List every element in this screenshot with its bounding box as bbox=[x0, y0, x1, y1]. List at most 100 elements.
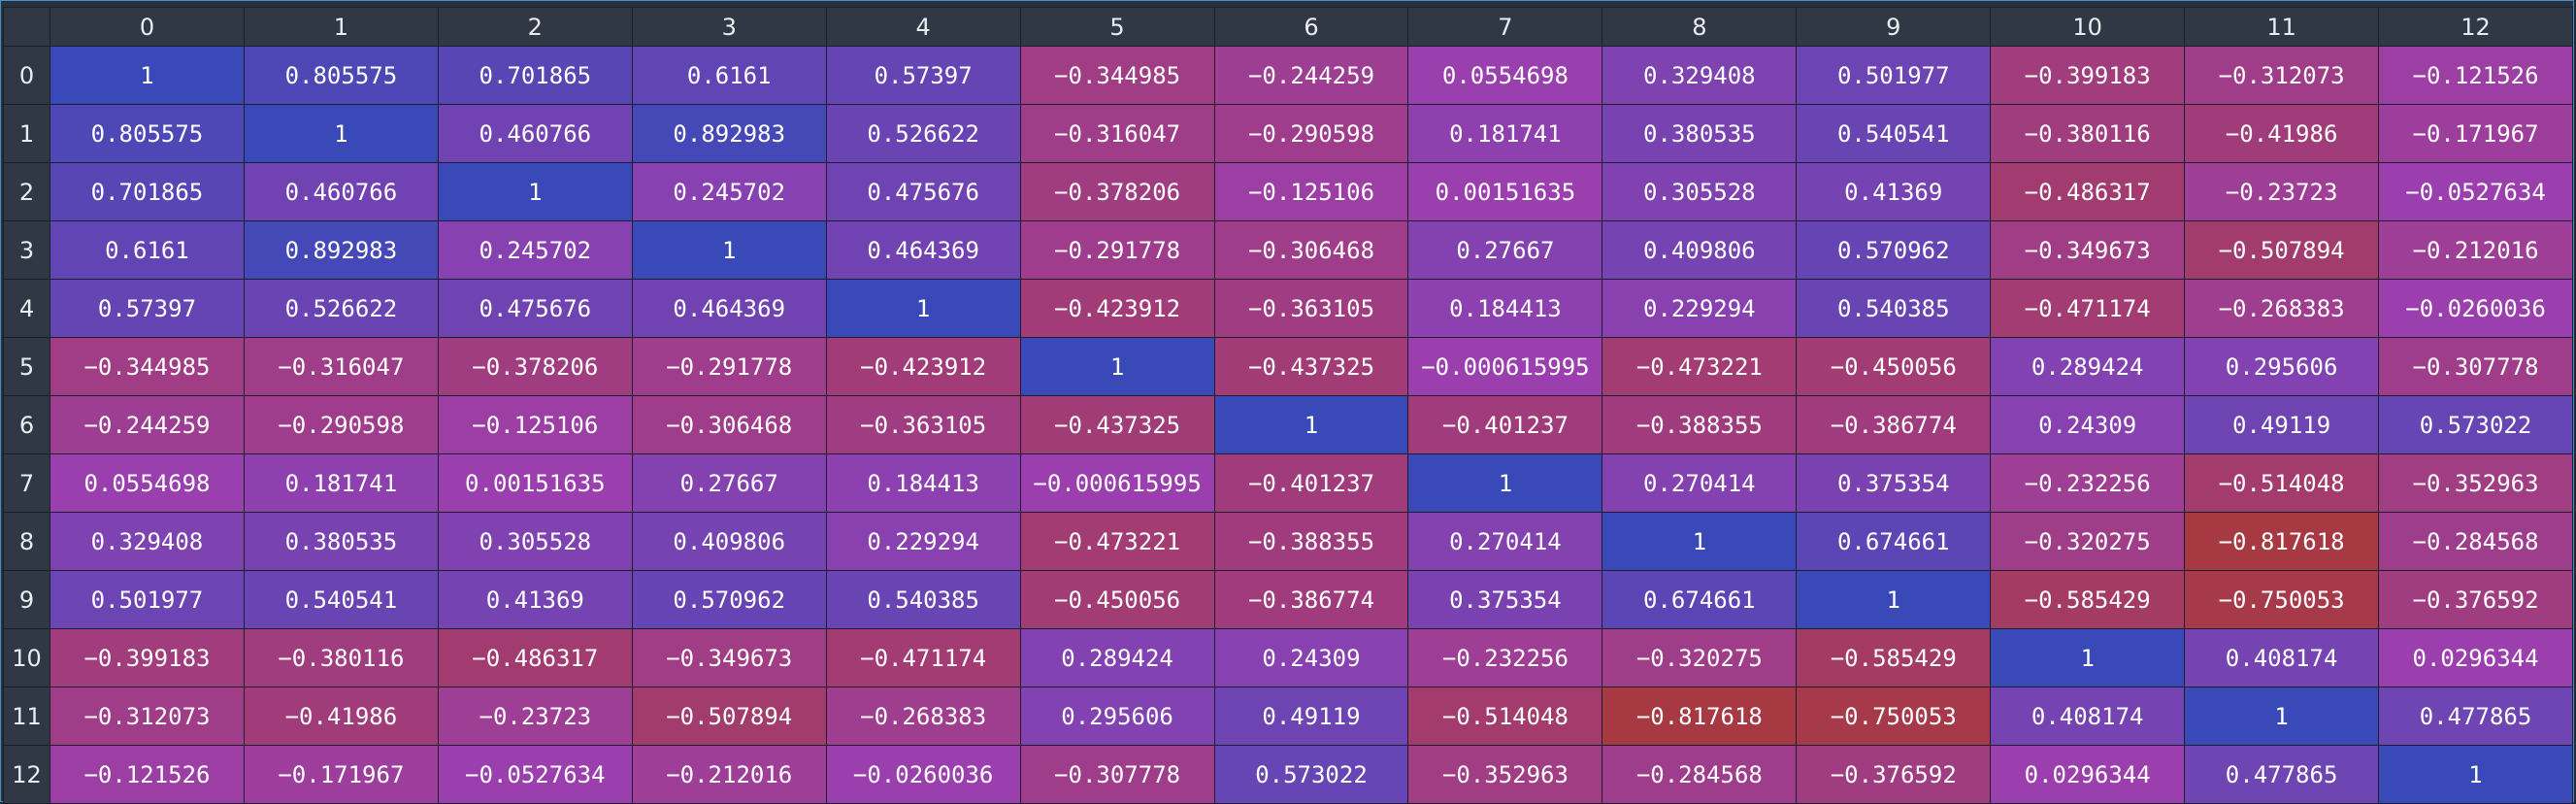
matrix-cell[interactable]: −0.401237 bbox=[1407, 395, 1603, 454]
matrix-cell[interactable]: 0.477865 bbox=[2184, 745, 2380, 804]
matrix-cell[interactable]: −0.473221 bbox=[1602, 337, 1798, 396]
matrix-cell[interactable]: −0.514048 bbox=[1407, 687, 1603, 746]
matrix-cell[interactable]: 1 bbox=[2378, 745, 2573, 804]
matrix-cell[interactable]: 0.464369 bbox=[631, 279, 827, 338]
matrix-cell[interactable]: −0.232256 bbox=[1990, 453, 2186, 513]
matrix-cell[interactable]: −0.750053 bbox=[2184, 570, 2380, 629]
row-header-4[interactable]: 4 bbox=[3, 279, 50, 338]
matrix-cell[interactable]: −0.312073 bbox=[50, 687, 245, 746]
matrix-cell[interactable]: −0.450056 bbox=[1796, 337, 1992, 396]
matrix-cell[interactable]: 0.409806 bbox=[1602, 220, 1798, 280]
matrix-cell[interactable]: −0.486317 bbox=[1990, 162, 2186, 221]
matrix-cell[interactable]: 0.540541 bbox=[243, 570, 439, 629]
matrix-cell[interactable]: 0.0554698 bbox=[50, 453, 245, 513]
column-header-10[interactable]: 10 bbox=[1990, 7, 2186, 47]
matrix-cell[interactable]: −0.000615995 bbox=[1407, 337, 1603, 396]
matrix-cell[interactable]: 0.329408 bbox=[1602, 46, 1798, 105]
matrix-cell[interactable]: 0.181741 bbox=[243, 453, 439, 513]
matrix-cell[interactable]: 0.6161 bbox=[50, 220, 245, 280]
matrix-cell[interactable]: −0.423912 bbox=[1019, 279, 1215, 338]
matrix-cell[interactable]: 0.408174 bbox=[2184, 628, 2380, 687]
matrix-cell[interactable]: 1 bbox=[243, 104, 439, 163]
matrix-cell[interactable]: −0.386774 bbox=[1213, 570, 1409, 629]
matrix-cell[interactable]: −0.307778 bbox=[1019, 745, 1215, 804]
matrix-cell[interactable]: 0.477865 bbox=[2378, 687, 2573, 746]
column-header-8[interactable]: 8 bbox=[1602, 7, 1798, 47]
matrix-cell[interactable]: 0.295606 bbox=[2184, 337, 2380, 396]
matrix-cell[interactable]: −0.363105 bbox=[1213, 279, 1409, 338]
matrix-cell[interactable]: −0.473221 bbox=[1019, 512, 1215, 571]
matrix-cell[interactable]: −0.349673 bbox=[1990, 220, 2186, 280]
matrix-cell[interactable]: −0.306468 bbox=[631, 395, 827, 454]
row-header-12[interactable]: 12 bbox=[3, 745, 50, 804]
matrix-cell[interactable]: 1 bbox=[1602, 512, 1798, 571]
matrix-cell[interactable]: 0.49119 bbox=[2184, 395, 2380, 454]
matrix-cell[interactable]: −0.290598 bbox=[243, 395, 439, 454]
matrix-cell[interactable]: −0.212016 bbox=[2378, 220, 2573, 280]
matrix-cell[interactable]: −0.585429 bbox=[1796, 628, 1992, 687]
matrix-cell[interactable]: −0.212016 bbox=[631, 745, 827, 804]
matrix-cell[interactable]: −0.306468 bbox=[1213, 220, 1409, 280]
column-header-12[interactable]: 12 bbox=[2378, 7, 2573, 47]
matrix-cell[interactable]: 1 bbox=[50, 46, 245, 105]
matrix-cell[interactable]: 0.475676 bbox=[825, 162, 1021, 221]
matrix-cell[interactable]: −0.291778 bbox=[1019, 220, 1215, 280]
matrix-cell[interactable]: 0.701865 bbox=[437, 46, 633, 105]
matrix-cell[interactable]: 0.289424 bbox=[1990, 337, 2186, 396]
matrix-cell[interactable]: 0.41369 bbox=[1796, 162, 1992, 221]
matrix-cell[interactable]: 0.57397 bbox=[50, 279, 245, 338]
matrix-cell[interactable]: 0.245702 bbox=[437, 220, 633, 280]
matrix-cell[interactable]: 0.41369 bbox=[437, 570, 633, 629]
matrix-cell[interactable]: 0.501977 bbox=[50, 570, 245, 629]
matrix-cell[interactable]: −0.450056 bbox=[1019, 570, 1215, 629]
matrix-cell[interactable]: 0.375354 bbox=[1407, 570, 1603, 629]
matrix-cell[interactable]: −0.320275 bbox=[1602, 628, 1798, 687]
matrix-cell[interactable]: 0.305528 bbox=[437, 512, 633, 571]
row-header-5[interactable]: 5 bbox=[3, 337, 50, 396]
matrix-cell[interactable]: 1 bbox=[1796, 570, 1992, 629]
matrix-cell[interactable]: −0.352963 bbox=[2378, 453, 2573, 513]
matrix-cell[interactable]: −0.244259 bbox=[50, 395, 245, 454]
matrix-cell[interactable]: −0.121526 bbox=[50, 745, 245, 804]
matrix-cell[interactable]: 0.57397 bbox=[825, 46, 1021, 105]
matrix-cell[interactable]: −0.316047 bbox=[243, 337, 439, 396]
matrix-cell[interactable]: 1 bbox=[1990, 628, 2186, 687]
matrix-cell[interactable]: −0.0260036 bbox=[825, 745, 1021, 804]
column-header-11[interactable]: 11 bbox=[2184, 7, 2380, 47]
matrix-cell[interactable]: −0.316047 bbox=[1019, 104, 1215, 163]
matrix-cell[interactable]: 0.526622 bbox=[825, 104, 1021, 163]
matrix-cell[interactable]: 0.00151635 bbox=[437, 453, 633, 513]
matrix-cell[interactable]: 0.475676 bbox=[437, 279, 633, 338]
matrix-cell[interactable]: −0.23723 bbox=[2184, 162, 2380, 221]
matrix-cell[interactable]: 1 bbox=[631, 220, 827, 280]
matrix-cell[interactable]: −0.380116 bbox=[243, 628, 439, 687]
matrix-cell[interactable]: 0.674661 bbox=[1796, 512, 1992, 571]
matrix-cell[interactable]: −0.0527634 bbox=[437, 745, 633, 804]
matrix-cell[interactable]: −0.284568 bbox=[2378, 512, 2573, 571]
row-header-3[interactable]: 3 bbox=[3, 220, 50, 280]
matrix-cell[interactable]: 0.540385 bbox=[1796, 279, 1992, 338]
matrix-cell[interactable]: −0.507894 bbox=[2184, 220, 2380, 280]
matrix-cell[interactable]: −0.507894 bbox=[631, 687, 827, 746]
matrix-cell[interactable]: 0.380535 bbox=[243, 512, 439, 571]
matrix-cell[interactable]: 0.460766 bbox=[243, 162, 439, 221]
matrix-cell[interactable]: −0.376592 bbox=[2378, 570, 2573, 629]
matrix-cell[interactable]: −0.0260036 bbox=[2378, 279, 2573, 338]
column-header-3[interactable]: 3 bbox=[631, 7, 827, 47]
matrix-cell[interactable]: 0.464369 bbox=[825, 220, 1021, 280]
matrix-cell[interactable]: 0.181741 bbox=[1407, 104, 1603, 163]
matrix-cell[interactable]: −0.41986 bbox=[2184, 104, 2380, 163]
matrix-cell[interactable]: −0.401237 bbox=[1213, 453, 1409, 513]
matrix-cell[interactable]: 0.270414 bbox=[1602, 453, 1798, 513]
matrix-cell[interactable]: 0.526622 bbox=[243, 279, 439, 338]
matrix-cell[interactable]: −0.344985 bbox=[50, 337, 245, 396]
matrix-cell[interactable]: −0.376592 bbox=[1796, 745, 1992, 804]
matrix-cell[interactable]: −0.817618 bbox=[2184, 512, 2380, 571]
column-header-1[interactable]: 1 bbox=[243, 7, 439, 47]
column-header-2[interactable]: 2 bbox=[437, 7, 633, 47]
matrix-cell[interactable]: −0.437325 bbox=[1019, 395, 1215, 454]
matrix-cell[interactable]: −0.363105 bbox=[825, 395, 1021, 454]
matrix-cell[interactable]: −0.352963 bbox=[1407, 745, 1603, 804]
matrix-cell[interactable]: 0.805575 bbox=[243, 46, 439, 105]
matrix-cell[interactable]: 0.460766 bbox=[437, 104, 633, 163]
